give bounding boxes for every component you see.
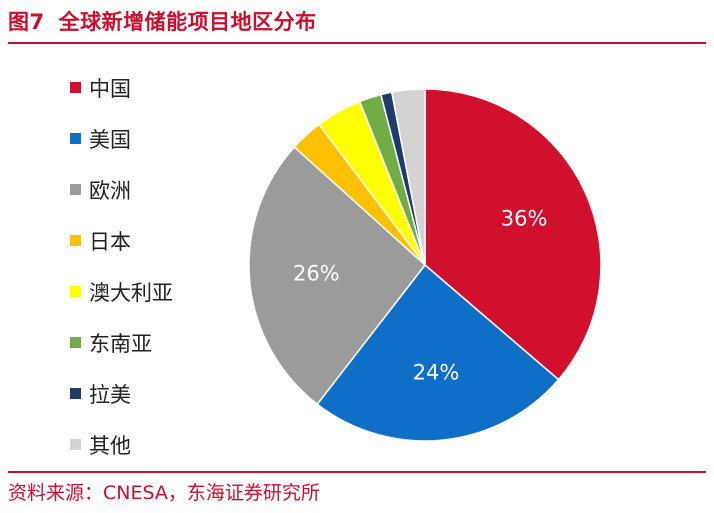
- legend-item: 拉美: [70, 368, 173, 419]
- source-divider: [8, 471, 706, 473]
- legend-label: 东南亚: [89, 331, 152, 356]
- legend-swatch: [70, 184, 81, 195]
- pie-slice: [424, 88, 602, 381]
- legend-label: 澳大利亚: [89, 280, 173, 305]
- source-note: 资料来源：CNESA，东海证券研究所: [8, 482, 320, 504]
- pie-slice: [390, 88, 426, 266]
- legend-label: 美国: [89, 127, 131, 152]
- legend-swatch: [70, 337, 81, 348]
- legend-item: 东南亚: [70, 317, 173, 368]
- slice-data-label: 36%: [501, 206, 548, 230]
- legend-label: 拉美: [89, 382, 131, 407]
- legend-item: 欧洲: [70, 164, 173, 215]
- legend-label: 日本: [89, 229, 131, 254]
- legend-swatch: [70, 133, 81, 144]
- pie-chart: 36% 24% 26%: [248, 88, 602, 442]
- legend-label: 中国: [89, 76, 131, 101]
- pie-slice: [248, 145, 427, 406]
- legend-swatch: [70, 235, 81, 246]
- legend-label: 其他: [89, 433, 131, 458]
- legend-swatch: [70, 82, 81, 93]
- legend-swatch: [70, 286, 81, 297]
- legend-swatch: [70, 439, 81, 450]
- legend-item: 澳大利亚: [70, 266, 173, 317]
- slice-data-label: 24%: [413, 361, 460, 385]
- legend-item: 美国: [70, 113, 173, 164]
- figure-number: 图7: [8, 10, 45, 34]
- figure-title-text: 全球新增储能项目地区分布: [58, 10, 317, 34]
- legend-item: 日本: [70, 215, 173, 266]
- legend-label: 欧洲: [89, 178, 131, 203]
- legend-swatch: [70, 388, 81, 399]
- legend-item: 中国: [70, 62, 173, 113]
- chart-legend: 中国美国欧洲日本澳大利亚东南亚拉美其他: [70, 62, 173, 470]
- title-divider: [8, 42, 706, 44]
- figure-title: 图7 全球新增储能项目地区分布: [8, 6, 317, 36]
- slice-data-label: 26%: [293, 262, 340, 286]
- legend-item: 其他: [70, 419, 173, 470]
- pie-slice: [316, 263, 560, 442]
